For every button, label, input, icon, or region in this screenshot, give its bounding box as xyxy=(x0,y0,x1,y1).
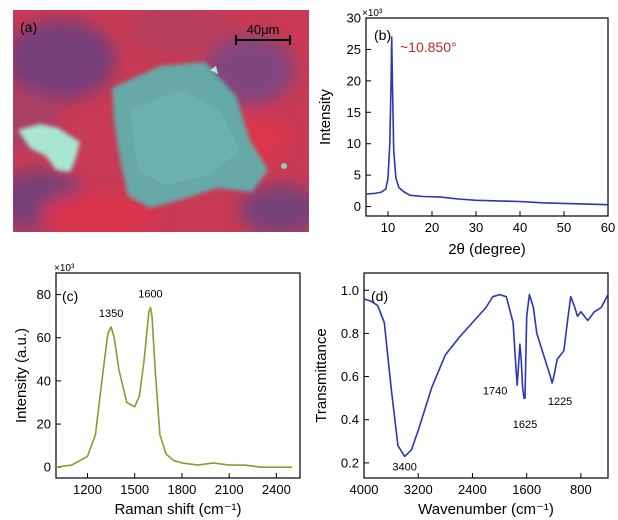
x-tick-label: 800 xyxy=(570,482,592,497)
y-tick-label: 0.4 xyxy=(341,412,359,427)
panel-label: (b) xyxy=(374,27,391,43)
y-tick-label: 20 xyxy=(347,73,361,88)
y-tick-label: 1.0 xyxy=(341,283,359,298)
peak-label: 1600 xyxy=(138,289,162,301)
y-tick-label: 60 xyxy=(37,330,51,345)
y-tick-label: 20 xyxy=(37,417,51,432)
peak-annotation: ~10.850° xyxy=(400,39,457,55)
series-line xyxy=(365,36,609,206)
plot-frame xyxy=(365,17,609,217)
plot-frame xyxy=(55,272,301,479)
peak-label: 1350 xyxy=(99,308,123,320)
x-axis-label: Raman shift (cm⁻¹) xyxy=(114,501,241,518)
peak-label: 1625 xyxy=(513,419,537,431)
peak-label: 3400 xyxy=(392,461,416,473)
y-tick-label: 5 xyxy=(354,168,361,183)
y-tick-label: 0.8 xyxy=(341,326,359,341)
y-tick-label: 25 xyxy=(347,42,361,57)
x-axis-label: Wavenumber (cm⁻¹) xyxy=(418,501,554,518)
x-tick-label: 2100 xyxy=(215,482,244,497)
y-tick-label: 80 xyxy=(37,287,51,302)
peak-label: 1225 xyxy=(548,396,572,408)
x-tick-label: 30 xyxy=(469,220,483,235)
y-axis-label: Intensity (a.u.) xyxy=(13,328,30,423)
micrograph-panel: (a) 40μm xyxy=(13,10,309,232)
y-tick-label: 15 xyxy=(347,105,361,120)
x-tick-label: 1200 xyxy=(73,482,102,497)
y-axis-label: Intensity xyxy=(317,89,334,145)
peak-label: 1740 xyxy=(483,386,507,398)
x-tick-label: 60 xyxy=(601,220,615,235)
y-tick-label: 0 xyxy=(44,460,51,475)
x-tick-label: 10 xyxy=(381,220,395,235)
x-tick-label: 1500 xyxy=(120,482,149,497)
y-axis-label: Transmittance xyxy=(313,328,330,422)
x-tick-label: 40 xyxy=(513,220,527,235)
raman-chart: 1200 1500 1800 2100 2400 0 20 40 60 80 Raman shift… xyxy=(13,263,301,518)
ftir-chart: 4000 3200 2400 1600 800 0.2 0.4 0.6 0.8 1.0 Wavenu… xyxy=(313,272,609,518)
plot-frame xyxy=(363,272,609,479)
graphene-oxide-flake xyxy=(112,62,268,208)
panel-label: (d) xyxy=(371,288,388,304)
x-tick-label: 2400 xyxy=(262,482,291,497)
x-tick-label: 3200 xyxy=(404,482,433,497)
series-line xyxy=(55,306,293,469)
panel-label: (c) xyxy=(62,288,78,304)
scale-bar-label: 40μm xyxy=(247,22,280,37)
x-tick-label: 4000 xyxy=(350,482,379,497)
panel-a-label: (a) xyxy=(20,19,37,35)
x-tick-label: 2400 xyxy=(458,482,487,497)
xrd-chart: 10 20 30 40 50 60 0 5 10 15 20 25 30 2θ (degree) Inten… xyxy=(317,8,615,258)
y-tick-label: 0.6 xyxy=(341,369,359,384)
micrograph-texture xyxy=(13,10,309,232)
y-tick-label: 0.2 xyxy=(341,455,359,470)
x-axis-label: 2θ (degree) xyxy=(448,241,526,258)
y-tick-label: 40 xyxy=(37,373,51,388)
x-tick-label: 1800 xyxy=(167,482,196,497)
x-tick-label: 50 xyxy=(557,220,571,235)
y-tick-label: 0 xyxy=(354,199,361,214)
y-tick-label: 10 xyxy=(347,136,361,151)
axis-multiplier: ×10³ xyxy=(362,8,383,19)
axis-multiplier: ×10³ xyxy=(54,263,75,274)
x-tick-label: 20 xyxy=(425,220,439,235)
small-flake xyxy=(18,124,80,172)
y-tick-label: 30 xyxy=(347,11,361,26)
x-tick-label: 1600 xyxy=(512,482,541,497)
series-line xyxy=(363,293,609,458)
